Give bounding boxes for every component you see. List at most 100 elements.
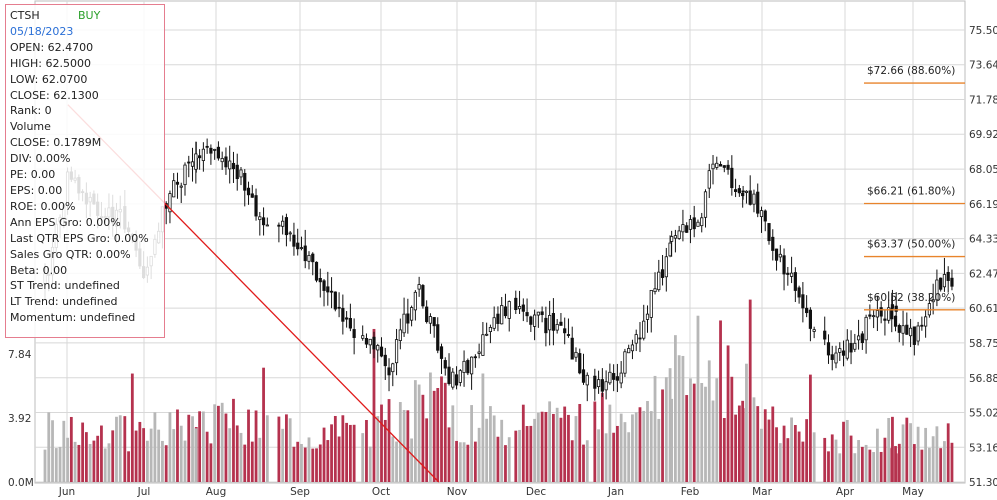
- candle-down: [823, 330, 827, 340]
- symbol-label: CTSH: [10, 9, 40, 22]
- price-axis: 75.50 73.64 71.78 69.92 68.05 66.19 64.33 62.47…: [969, 25, 997, 489]
- volume-bar-down: [84, 432, 88, 482]
- volume-bar-down: [130, 373, 134, 482]
- volume-bar-down: [801, 441, 805, 482]
- candle-up: [555, 324, 559, 331]
- volume-bar-down: [890, 448, 894, 482]
- volume-bar-down: [793, 425, 797, 482]
- candle-down: [894, 305, 898, 312]
- volume-bar-up: [201, 411, 205, 482]
- volume-bar-up: [194, 428, 198, 482]
- candle-down: [314, 261, 319, 281]
- candle-down: [782, 255, 786, 275]
- volume-bar-down: [775, 427, 778, 482]
- month-tick-label: Apr: [836, 486, 855, 498]
- candle-down: [730, 167, 734, 189]
- info-line-pe: PE: 0.00: [10, 168, 56, 182]
- volume-bar-up: [548, 401, 552, 482]
- candle-up: [875, 310, 879, 318]
- volume-bar-down: [383, 419, 387, 482]
- volume-bar-up: [642, 410, 646, 482]
- volume-bar-down: [176, 409, 179, 482]
- volume-bar-up: [834, 439, 838, 482]
- volume-bar-up: [500, 419, 504, 482]
- volume-bar-up: [477, 427, 481, 482]
- candle-up: [391, 363, 395, 373]
- candle-down: [767, 223, 771, 242]
- volume-bar-up: [943, 441, 946, 482]
- candle-up: [623, 351, 627, 374]
- volume-bar-down: [123, 416, 127, 482]
- volume-bar-down: [262, 367, 265, 482]
- volume-bar-up: [470, 405, 474, 482]
- candle-up: [642, 320, 646, 339]
- candle-up: [585, 374, 589, 386]
- volume-bar-down: [692, 383, 696, 482]
- candle-down: [939, 277, 943, 290]
- volume-bar-down: [540, 411, 544, 482]
- candle-down: [436, 324, 440, 351]
- volume-bar-up: [288, 418, 292, 482]
- volume-bar-up: [536, 412, 540, 482]
- candle-up: [376, 345, 380, 351]
- time-axis: Jun Jul Aug Sep Oct Nov Dec Jan Feb Mar Apr May: [58, 486, 924, 498]
- volume-bar-up: [653, 375, 657, 482]
- candle-down: [883, 318, 887, 321]
- volume-bar-up: [681, 355, 685, 482]
- volume-bar-up: [228, 428, 232, 482]
- candle-up: [239, 169, 243, 178]
- candle-up: [265, 224, 269, 227]
- candle-up: [688, 219, 693, 230]
- volume-bar-up: [220, 402, 224, 482]
- candle-down: [801, 294, 805, 309]
- volume-bar-down: [685, 395, 689, 482]
- candle-up: [596, 379, 601, 388]
- candle-down: [748, 190, 752, 205]
- candle-up: [856, 335, 861, 341]
- candle-down: [793, 272, 797, 291]
- volume-bar-down: [514, 430, 518, 482]
- volume-bar-up: [657, 418, 661, 482]
- price-tick-label: 64.33: [969, 234, 997, 246]
- volume-bar-up: [307, 437, 311, 482]
- candle-up: [664, 256, 668, 278]
- volume-bar-down: [387, 399, 391, 482]
- volume-bar-down: [897, 443, 901, 482]
- candle-down: [638, 337, 642, 340]
- month-tick-label: Jul: [137, 486, 151, 498]
- volume-bar-up: [875, 428, 879, 482]
- volume-bar-down: [100, 425, 103, 482]
- info-line-ann-eps-gro: Ann EPS Gro: 0.00%: [10, 215, 121, 229]
- candle-down: [514, 297, 518, 311]
- volume-bar-down: [443, 382, 447, 482]
- volume-bar-up: [812, 432, 816, 482]
- volume-bar-down: [529, 425, 533, 482]
- candle-down: [525, 312, 529, 317]
- volume-bar-down: [830, 434, 834, 482]
- volume-bar-up: [168, 412, 172, 482]
- candle-up: [908, 327, 913, 337]
- volume-bar-down: [333, 415, 337, 482]
- volume-bar-up: [485, 418, 489, 482]
- month-tick-label: Mar: [752, 486, 772, 498]
- info-line-open: OPEN: 62.4700: [10, 40, 94, 54]
- volume-bar-up: [670, 398, 674, 482]
- price-tick-label: 75.50: [969, 25, 997, 37]
- volume-bar-down: [209, 443, 213, 482]
- candle-up: [281, 220, 285, 227]
- volume-bar-down: [638, 407, 642, 482]
- info-line-high: HIGH: 62.5000: [10, 56, 92, 70]
- info-line-volume: Volume: [10, 120, 51, 134]
- volume-bar-up: [585, 440, 589, 482]
- candle-up: [183, 164, 187, 186]
- candle-down: [718, 163, 723, 167]
- volume-bar-up: [677, 355, 681, 482]
- volume-bar-down: [447, 427, 451, 482]
- volume-bar-down: [894, 446, 897, 482]
- volume-bar-down: [741, 400, 745, 482]
- candle-up: [477, 351, 481, 354]
- volume-bar-down: [348, 424, 352, 482]
- candle-down: [432, 317, 436, 327]
